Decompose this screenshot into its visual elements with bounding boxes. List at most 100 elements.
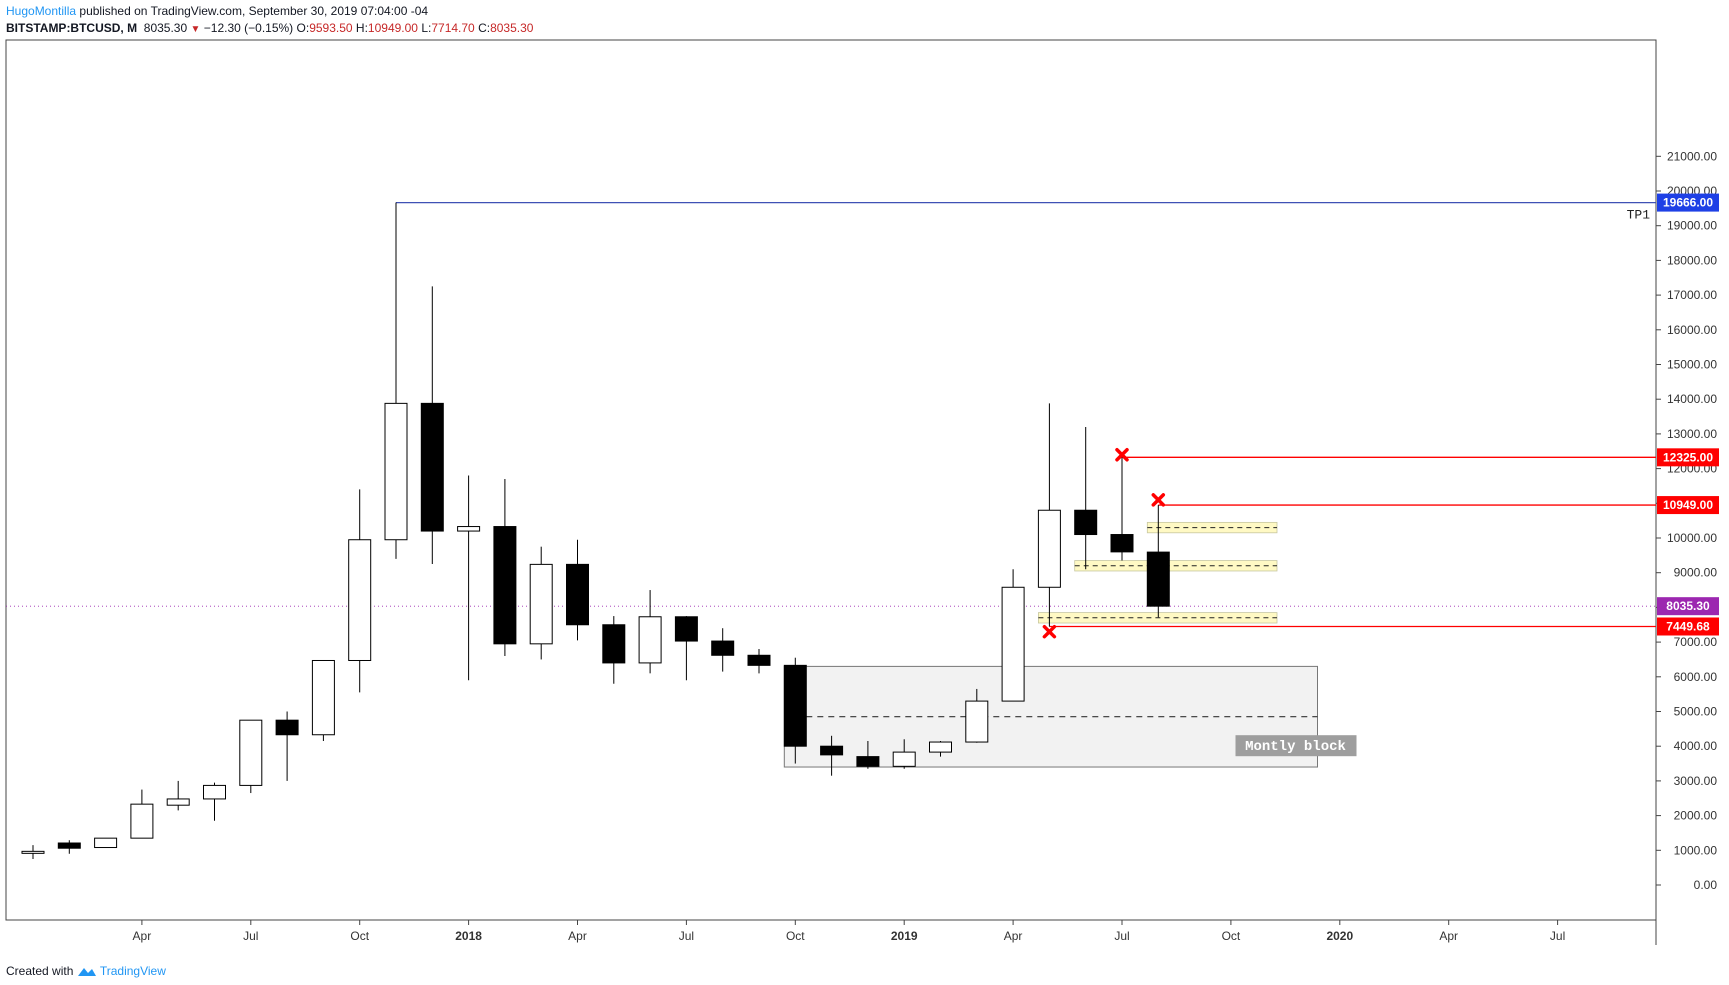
- y-tick-label-9: 9000.00: [1674, 566, 1718, 580]
- y-tick-label-16: 16000.00: [1667, 323, 1717, 337]
- current-price-price-badge-text: 8035.30: [1666, 599, 1710, 613]
- candle-body-13[interactable]: [457, 526, 481, 532]
- y-tick-label-7: 7000.00: [1674, 635, 1718, 649]
- y-tick-label-21: 21000.00: [1667, 149, 1717, 163]
- low-label: L:: [421, 21, 432, 35]
- x-tick-label-11: 2020: [1326, 929, 1353, 943]
- high-value: 10949.00: [367, 21, 418, 35]
- y-tick-label-19: 19000.00: [1667, 219, 1717, 233]
- created-with-label: Created with: [6, 964, 74, 978]
- candle-body-24[interactable]: [856, 756, 880, 767]
- candle-body-26[interactable]: [929, 741, 952, 753]
- candle-body-30[interactable]: [1074, 509, 1098, 536]
- candle-body-16[interactable]: [566, 563, 589, 626]
- monthly-block-layer: Montly block: [783, 665, 1357, 768]
- candle-body-8[interactable]: [275, 719, 299, 736]
- candle-body-31[interactable]: [1110, 534, 1134, 553]
- y-tick-label-13: 13000.00: [1667, 427, 1717, 441]
- x-tick-label-0: Apr: [133, 929, 152, 943]
- candle-body-9[interactable]: [311, 659, 335, 736]
- price-change: −12.30 (−0.15%): [203, 21, 294, 35]
- x-tick-label-7: 2019: [891, 929, 918, 943]
- candle-body-20[interactable]: [711, 640, 735, 656]
- x-tick-label-8: Apr: [1004, 929, 1023, 943]
- candle-body-1[interactable]: [21, 850, 45, 854]
- candle-body-2[interactable]: [57, 842, 81, 849]
- x-tick-label-13: Jul: [1550, 929, 1565, 943]
- open-value: 9593.50: [309, 21, 353, 35]
- x-tick-label-10: Oct: [1222, 929, 1241, 943]
- open-label: O:: [296, 21, 310, 35]
- resistance-2-price-badge-text: 10949.00: [1663, 498, 1713, 512]
- price-axis[interactable]: 0.00 1000.00 2000.00 3000.00 4000.00 5000.00 6…: [1656, 149, 1717, 892]
- current-price-price-badge: [1657, 597, 1719, 616]
- x-tick-label-6: Oct: [786, 929, 805, 943]
- y-tick-label-6: 6000.00: [1674, 670, 1718, 684]
- low-value: 7714.70: [431, 21, 475, 35]
- y-tick-label-10: 10000.00: [1667, 531, 1717, 545]
- x-mark-icon-2: [1115, 447, 1129, 462]
- x-marks-layer: [1042, 447, 1166, 639]
- candle-body-7[interactable]: [239, 719, 263, 786]
- candle-body-11[interactable]: [384, 402, 408, 541]
- candle-body-28[interactable]: [1001, 586, 1025, 702]
- y-tick-label-5: 5000.00: [1674, 705, 1718, 719]
- publish-info: published on TradingView.com, September …: [79, 4, 429, 18]
- tradingview-logo-icon: [77, 968, 96, 976]
- TP1-price-badge: [1657, 193, 1719, 212]
- monthly-block-label-bg: [1235, 735, 1357, 757]
- tp1-text: TP1: [1627, 208, 1651, 223]
- time-axis[interactable]: Apr Jul Oct 2018 Apr Jul Oct 2019 Apr Jul Oct 2020 A…: [133, 920, 1566, 943]
- y-tick-label-0: 0.00: [1694, 878, 1718, 892]
- y-tick-label-2: 2000.00: [1674, 809, 1718, 823]
- y-tick-label-1: 1000.00: [1674, 843, 1718, 857]
- plot-area-frame: [5, 39, 1657, 921]
- x-tick-label-5: Jul: [679, 929, 694, 943]
- chart-header-line-1: HugoMontilla published on TradingView.co…: [6, 4, 428, 18]
- x-tick-label-3: 2018: [455, 929, 482, 943]
- tradingview-link[interactable]: TradingView: [99, 964, 166, 978]
- candle-body-14[interactable]: [493, 526, 517, 645]
- y-tick-label-14: 14000.00: [1667, 392, 1717, 406]
- y-tick-label-17: 17000.00: [1667, 288, 1717, 302]
- y-tick-label-18: 18000.00: [1667, 253, 1717, 267]
- close-label: C:: [478, 21, 491, 35]
- candles-layer[interactable]: [21, 202, 1170, 859]
- stop-price-badge-text: 7449.68: [1666, 619, 1710, 633]
- candle-body-3[interactable]: [94, 837, 118, 849]
- x-tick-label-2: Oct: [350, 929, 369, 943]
- support-zones-layer: [1038, 521, 1278, 624]
- monthly-block-label: Montly block: [1245, 739, 1346, 755]
- candle-body-5[interactable]: [166, 798, 190, 806]
- last-price: 8035.30: [143, 21, 188, 35]
- candle-body-29[interactable]: [1037, 509, 1061, 588]
- candle-body-12[interactable]: [420, 402, 444, 532]
- x-mark-icon-1: [1042, 624, 1057, 639]
- down-arrow-icon: ▼: [190, 24, 201, 35]
- candle-body-15[interactable]: [529, 563, 553, 645]
- symbol-label[interactable]: BITSTAMP:BTCUSD, M: [6, 21, 138, 35]
- candle-body-21[interactable]: [747, 654, 771, 666]
- resistance-1-price-badge: [1657, 448, 1719, 467]
- footer: Created with TradingView: [6, 964, 166, 978]
- candle-body-32[interactable]: [1146, 551, 1170, 607]
- candle-body-23[interactable]: [820, 745, 844, 756]
- candle-body-22[interactable]: [783, 664, 807, 747]
- candle-body-6[interactable]: [203, 784, 226, 800]
- candle-body-4[interactable]: [130, 803, 154, 839]
- y-tick-label-4: 4000.00: [1674, 739, 1718, 753]
- y-tick-label-3: 3000.00: [1674, 774, 1718, 788]
- candle-body-19[interactable]: [674, 616, 698, 642]
- candle-body-18[interactable]: [638, 616, 662, 664]
- candle-body-25[interactable]: [892, 751, 916, 767]
- x-tick-label-1: Jul: [243, 929, 258, 943]
- x-tick-label-4: Apr: [568, 929, 587, 943]
- candle-body-27[interactable]: [965, 700, 989, 743]
- author-link[interactable]: HugoMontilla: [6, 4, 77, 18]
- TP1-price-badge-text: 19666.00: [1663, 196, 1713, 210]
- x-mark-icon-3: [1151, 493, 1166, 507]
- candle-body-17[interactable]: [602, 624, 626, 664]
- candle-body-10[interactable]: [348, 539, 372, 661]
- x-tick-label-9: Jul: [1114, 929, 1129, 943]
